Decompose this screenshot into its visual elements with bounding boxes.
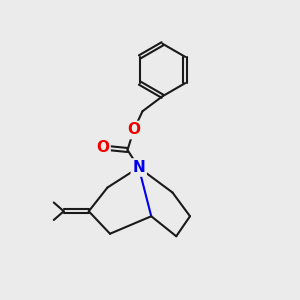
Text: O: O: [96, 140, 109, 155]
Text: O: O: [127, 122, 140, 137]
Text: N: N: [132, 160, 145, 175]
